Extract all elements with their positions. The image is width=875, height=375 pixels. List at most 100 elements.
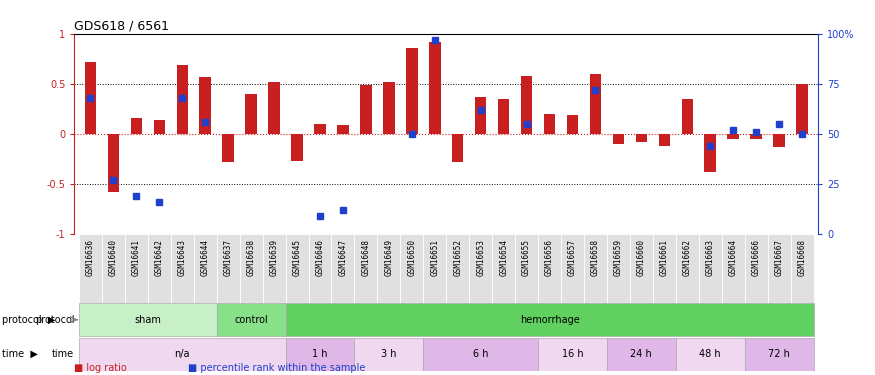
Bar [193,234,217,303]
Bar [612,134,624,144]
Text: ■ log ratio: ■ log ratio [74,363,127,373]
Bar [475,97,487,134]
Text: GSM16639: GSM16639 [270,239,278,276]
Bar [469,234,492,303]
Bar [653,234,676,303]
Text: GSM16660: GSM16660 [637,239,646,276]
Bar [727,134,738,139]
Bar [360,85,372,134]
Bar [745,338,814,370]
Text: GSM16667: GSM16667 [774,239,784,276]
Bar [538,234,561,303]
Bar [635,134,648,142]
Text: 1 h: 1 h [312,349,328,359]
Bar [543,114,556,134]
Bar [217,234,240,303]
Text: GSM16641: GSM16641 [132,239,141,276]
Text: GSM16640: GSM16640 [108,239,118,276]
Bar [424,234,446,303]
Text: ■ percentile rank within the sample: ■ percentile rank within the sample [188,363,366,373]
Text: time  ▶: time ▶ [2,349,38,359]
Bar [291,134,303,161]
Text: GSM16656: GSM16656 [545,239,554,276]
Text: 6 h: 6 h [473,349,488,359]
Text: GSM16638: GSM16638 [247,239,255,276]
Bar [309,234,332,303]
Bar [177,65,188,134]
Bar [332,234,354,303]
Bar [751,134,762,139]
Bar [240,234,262,303]
Bar [406,48,417,134]
Text: 24 h: 24 h [631,349,652,359]
Bar [584,234,607,303]
Bar [102,234,125,303]
Text: GSM16658: GSM16658 [591,239,600,276]
Text: GSM16652: GSM16652 [453,239,462,276]
Text: GSM16663: GSM16663 [706,239,715,276]
Bar [245,94,257,134]
Text: protocol  ▶: protocol ▶ [2,315,55,325]
Bar [682,99,693,134]
Bar [722,234,745,303]
Bar [774,134,785,147]
Bar [285,303,814,336]
Bar [217,303,285,336]
Bar [377,234,401,303]
Bar [130,118,142,134]
Bar [125,234,148,303]
Text: GSM16668: GSM16668 [797,239,807,276]
Text: control: control [234,315,268,325]
Bar [424,338,538,370]
Text: GSM16655: GSM16655 [522,239,531,276]
Text: GSM16637: GSM16637 [224,239,233,276]
Bar [515,234,538,303]
Text: hemorrhage: hemorrhage [520,315,579,325]
Bar [567,115,578,134]
Text: GSM16654: GSM16654 [499,239,508,276]
Bar [699,234,722,303]
Bar [285,234,309,303]
Bar [108,134,119,192]
Bar [521,76,532,134]
Text: GSM16651: GSM16651 [430,239,439,276]
Bar [704,134,716,172]
Bar [607,234,630,303]
Bar [498,99,509,134]
Bar [154,120,165,134]
Bar [767,234,791,303]
Bar [561,234,584,303]
Text: GSM16643: GSM16643 [178,239,186,276]
Text: n/a: n/a [174,349,190,359]
Text: time: time [52,349,74,359]
Bar [446,234,469,303]
Text: 72 h: 72 h [768,349,790,359]
Text: GSM16647: GSM16647 [339,239,347,276]
Text: GSM16659: GSM16659 [614,239,623,276]
Text: GSM16662: GSM16662 [682,239,692,276]
Bar [354,234,377,303]
Text: GSM16636: GSM16636 [86,239,95,276]
Bar [791,234,814,303]
Bar [262,234,285,303]
Text: GSM16661: GSM16661 [660,239,668,276]
Text: GSM16644: GSM16644 [200,239,210,276]
Text: protocol: protocol [35,315,74,325]
Bar [383,82,395,134]
Bar [79,303,217,336]
Bar [200,77,211,134]
Bar [607,338,676,370]
Bar [79,234,102,303]
Bar [269,82,280,134]
Bar [85,62,96,134]
Bar [429,42,440,134]
Text: 48 h: 48 h [699,349,721,359]
Bar [538,338,607,370]
Bar [492,234,515,303]
Text: GSM16649: GSM16649 [384,239,394,276]
Bar [590,74,601,134]
Text: GSM16657: GSM16657 [568,239,577,276]
Bar [452,134,464,162]
Text: GDS618 / 6561: GDS618 / 6561 [74,20,170,33]
Bar [222,134,234,162]
